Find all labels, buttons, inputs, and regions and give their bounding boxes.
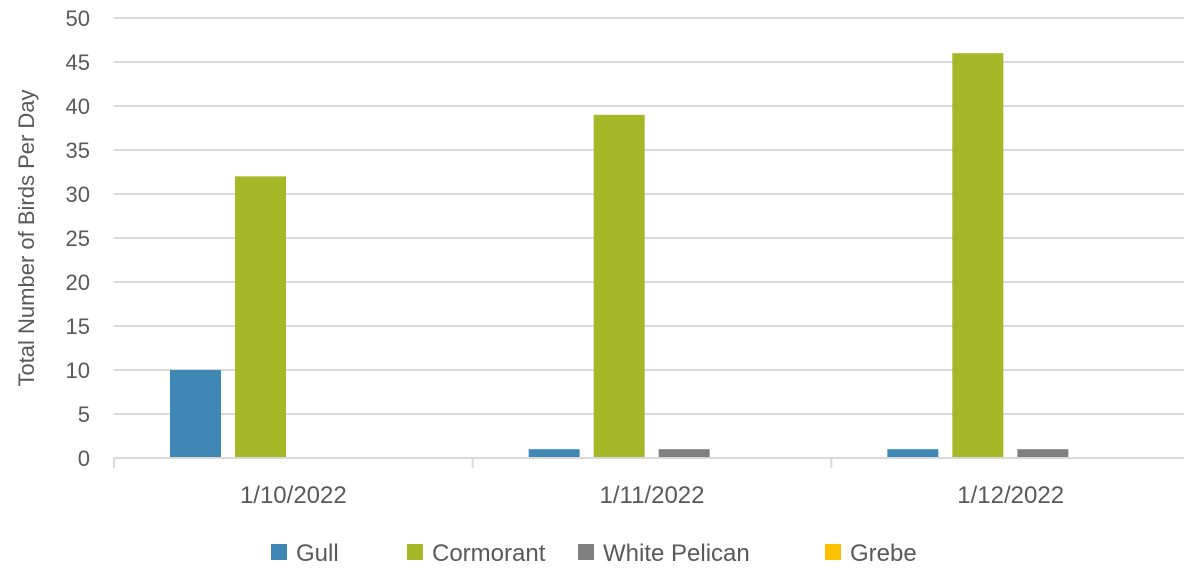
- y-tick-label-45: 45: [66, 50, 90, 75]
- gridlines: [114, 17, 1184, 415]
- y-tick-label-15: 15: [66, 314, 90, 339]
- bar-gull-1-10-2022: [170, 370, 221, 458]
- bar-gull-1-12-2022: [887, 449, 939, 458]
- legend: Gull Cormorant White Pelican Grebe: [271, 540, 917, 567]
- bar-white-pelican-1-11-2022: [658, 449, 710, 458]
- legend-label-gull: Gull: [296, 540, 339, 567]
- y-tick-label-0: 0: [78, 446, 90, 471]
- legend-swatch-cormorant: [407, 544, 423, 560]
- y-axis-title: Total Number of Birds Per Day: [14, 89, 39, 386]
- legend-swatch-gull: [271, 544, 287, 560]
- bar-cormorant-1-12-2022: [952, 53, 1004, 458]
- legend-swatch-white-pelican: [578, 544, 594, 560]
- y-tick-label-25: 25: [66, 226, 90, 251]
- bar-gull-1-11-2022: [528, 449, 580, 458]
- y-tick-label-40: 40: [66, 94, 90, 119]
- y-tick-label-10: 10: [66, 358, 90, 383]
- y-tick-label-5: 5: [78, 402, 90, 427]
- bar-cormorant-1-11-2022: [593, 114, 645, 459]
- legend-label-cormorant: Cormorant: [432, 540, 546, 567]
- y-tick-label-35: 35: [66, 138, 90, 163]
- bars: [170, 53, 1069, 459]
- y-tick-label-50: 50: [66, 6, 90, 31]
- axes: [113, 457, 1184, 468]
- x-category-label-1-12-2022: 1/12/2022: [957, 482, 1064, 509]
- y-tick-label-30: 30: [66, 182, 90, 207]
- x-category-label-1-10-2022: 1/10/2022: [240, 482, 347, 509]
- legend-label-white-pelican: White Pelican: [603, 540, 750, 567]
- bar-white-pelican-1-12-2022: [1017, 449, 1069, 458]
- axis-labels: 0 5 10 15 20 25 30 35 40 45 50 1/10/2022 1/11/2022 1/…: [14, 6, 1064, 509]
- x-category-label-1-11-2022: 1/11/2022: [600, 482, 705, 509]
- legend-swatch-grebe: [825, 544, 841, 560]
- bar-cormorant-1-10-2022: [235, 176, 286, 458]
- y-tick-label-20: 20: [66, 270, 90, 295]
- legend-label-grebe: Grebe: [850, 540, 917, 567]
